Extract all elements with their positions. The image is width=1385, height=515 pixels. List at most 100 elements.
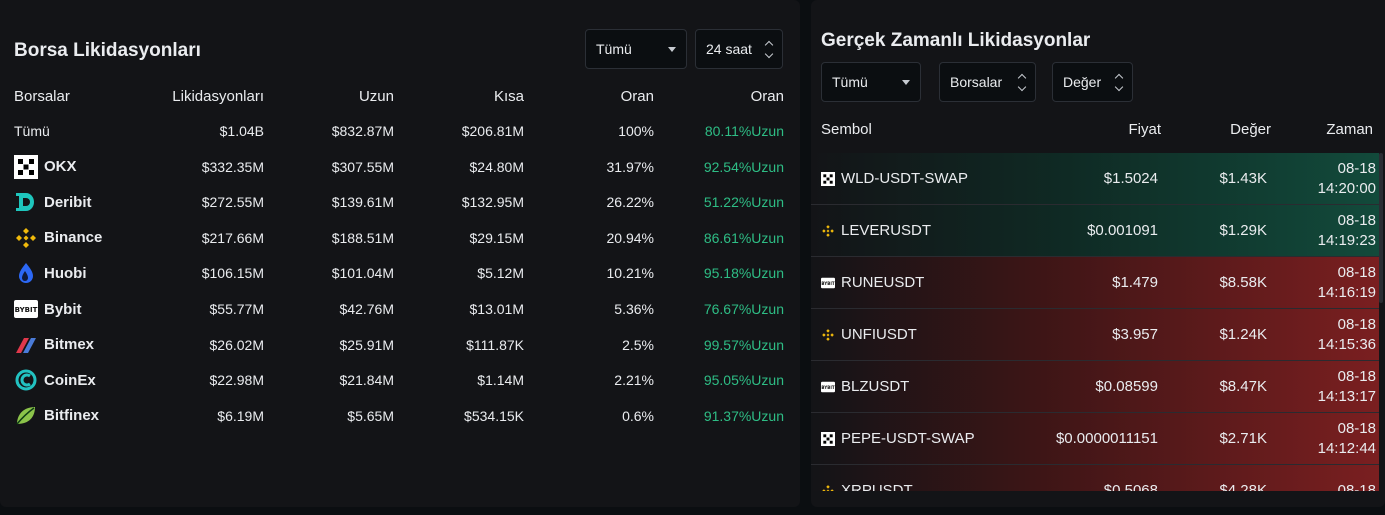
short-cell: $132.95M xyxy=(461,194,524,211)
okx-icon xyxy=(821,171,835,186)
liquidations-cell: $6.19M xyxy=(217,407,264,424)
filter-all-label: Tümü xyxy=(832,74,868,90)
long-ratio-cell: 99.57%Uzun xyxy=(703,336,784,353)
long-ratio-cell: 92.54%Uzun xyxy=(703,158,784,175)
price-cell: $0.5068 xyxy=(1103,482,1158,491)
exchange-cell: BYBIT Bybit xyxy=(14,297,134,321)
exchanges-label: Borsalar xyxy=(950,74,1003,90)
liquidations-cell: $272.55M xyxy=(201,194,264,211)
exchange-name: Huobi xyxy=(44,264,87,282)
long-cell: $42.76M xyxy=(339,301,394,317)
caret-down-icon xyxy=(902,79,910,85)
time-text: 14:15:36 xyxy=(1317,335,1376,353)
value-cell: $8.58K xyxy=(1219,274,1267,291)
long-cell: $101.04M xyxy=(331,265,394,282)
exchange-name: Bybit xyxy=(44,300,82,318)
liquidation-row[interactable]: BYBIT RUNEUSDT $1.479 $8.58K 08-18 14:16:1… xyxy=(811,257,1379,309)
ratio-cell: 31.97% xyxy=(606,158,654,175)
header-price: Fiyat xyxy=(1128,120,1161,138)
exchange-cell: Bitmex xyxy=(14,333,134,357)
exchange-cell: Huobi xyxy=(14,261,134,285)
header-exchanges: Borsalar xyxy=(14,87,70,105)
filter-all-label: Tümü xyxy=(596,41,632,57)
table-header: Sembol Fiyat Değer Zaman xyxy=(821,112,1373,146)
liquidations-cell: $22.98M xyxy=(209,372,264,389)
symbol-cell: LEVERUSDT xyxy=(821,222,1021,239)
price-cell: $1.5024 xyxy=(1103,170,1158,187)
caret-down-icon xyxy=(668,46,676,52)
long-cell: $139.61M xyxy=(331,194,394,211)
ratio-cell: 2.5% xyxy=(622,336,654,353)
value-select[interactable]: Değer xyxy=(1052,62,1133,102)
symbol-cell: BYBIT BLZUSDT xyxy=(821,378,1021,395)
header-short: Kısa xyxy=(493,87,524,105)
liquidation-row[interactable]: WLD-USDT-SWAP $1.5024 $1.43K 08-18 14:20:… xyxy=(811,153,1379,205)
binance-icon xyxy=(821,484,835,491)
filter-all-dropdown[interactable]: Tümü xyxy=(585,29,687,69)
long-cell: $25.91M xyxy=(339,336,394,353)
bybit-icon: BYBIT xyxy=(821,276,835,290)
liquidations-cell: $106.15M xyxy=(201,265,264,282)
binance-icon xyxy=(14,226,38,250)
table-row[interactable]: Binance $217.66M $188.51M $29.15M 20.94%… xyxy=(14,220,784,256)
long-ratio-cell: 86.61%Uzun xyxy=(703,229,784,246)
liquidation-feed[interactable]: WLD-USDT-SWAP $1.5024 $1.43K 08-18 14:20:… xyxy=(811,153,1379,491)
table-row[interactable]: Deribit $272.55M $139.61M $132.95M 26.22… xyxy=(14,184,784,220)
bitmex-icon xyxy=(14,333,38,357)
table-row[interactable]: BYBIT Bybit $55.77M $42.76M $13.01M 5.36%… xyxy=(14,291,784,327)
liquidation-row[interactable]: BYBIT BLZUSDT $0.08599 $8.47K 08-18 14:13:… xyxy=(811,361,1379,413)
table-row[interactable]: Bitfinex $6.19M $5.65M $534.15K 0.6% 91.… xyxy=(14,398,784,434)
long-ratio-cell: 76.67%Uzun xyxy=(703,301,784,317)
exchange-cell: OKX xyxy=(14,154,134,179)
binance-icon xyxy=(821,224,835,238)
table-row[interactable]: Huobi $106.15M $101.04M $5.12M 10.21% 95… xyxy=(14,255,784,291)
table-row[interactable]: CoinEx $22.98M $21.84M $1.14M 2.21% 95.0… xyxy=(14,362,784,398)
exchanges-select[interactable]: Borsalar xyxy=(939,62,1036,102)
ratio-cell: 2.21% xyxy=(614,372,654,389)
ratio-cell: 100% xyxy=(618,123,654,139)
exchange-name: Bitfinex xyxy=(44,407,100,425)
table-row[interactable]: OKX $332.35M $307.55M $24.80M 31.97% 92.… xyxy=(14,149,784,185)
liquidation-row[interactable]: PEPE-USDT-SWAP $0.0000011151 $2.71K 08-1… xyxy=(811,413,1379,465)
time-cell: 08-18 14:19:23 xyxy=(1267,211,1376,251)
value-cell: $1.24K xyxy=(1219,326,1267,343)
svg-text:BYBIT: BYBIT xyxy=(821,384,834,389)
symbol-cell: XRPUSDT xyxy=(821,482,1021,491)
short-cell: $206.81M xyxy=(461,123,524,139)
panel-title: Gerçek Zamanlı Likidasyonlar xyxy=(821,30,1091,51)
time-range-label: 24 saat xyxy=(706,41,752,57)
sort-updown-icon xyxy=(1114,72,1124,93)
time-cell: 08-18 14:16:19 xyxy=(1267,263,1376,303)
time-cell: 08-18 14:13:17 xyxy=(1267,367,1376,407)
panel-title: Borsa Likidasyonları xyxy=(14,40,201,61)
time-range-select[interactable]: 24 saat xyxy=(695,29,783,69)
ratio-cell: 5.36% xyxy=(614,301,654,317)
symbol-cell: WLD-USDT-SWAP xyxy=(821,170,1021,187)
liquidation-row[interactable]: XRPUSDT $0.5068 $4.28K 08-18 xyxy=(811,465,1379,491)
filter-all-dropdown[interactable]: Tümü xyxy=(821,62,921,102)
symbol-name: PEPE-USDT-SWAP xyxy=(841,430,975,447)
liquidation-row[interactable]: LEVERUSDT $0.001091 $1.29K 08-18 14:19:23 xyxy=(811,205,1379,257)
ratio-cell: 20.94% xyxy=(606,229,654,246)
date-text: 08-18 xyxy=(1337,211,1376,229)
liquidation-row[interactable]: UNFIUSDT $3.957 $1.24K 08-18 14:15:36 xyxy=(811,309,1379,361)
long-cell: $307.55M xyxy=(331,158,394,175)
exchange-name: Bitmex xyxy=(44,336,95,354)
ratio-cell: 26.22% xyxy=(606,194,654,211)
table-row[interactable]: Bitmex $26.02M $25.91M $111.87K 2.5% 99.… xyxy=(14,327,784,363)
liquidations-cell: $332.35M xyxy=(201,158,264,175)
scrollbar[interactable] xyxy=(1379,153,1383,303)
time-cell: 08-18 14:15:36 xyxy=(1267,315,1376,355)
date-text: 08-18 xyxy=(1337,315,1376,333)
symbol-cell: PEPE-USDT-SWAP xyxy=(821,430,1021,447)
table-row[interactable]: Tümü $1.04B $832.87M $206.81M 100% 80.11… xyxy=(14,113,784,149)
date-text: 08-18 xyxy=(1337,263,1376,281)
sort-updown-icon xyxy=(764,39,774,60)
symbol-name: WLD-USDT-SWAP xyxy=(841,170,968,187)
long-cell: $832.87M xyxy=(331,123,394,139)
price-cell: $3.957 xyxy=(1112,326,1158,343)
long-ratio-cell: 95.05%Uzun xyxy=(703,372,784,389)
ratio-cell: 10.21% xyxy=(606,265,654,282)
svg-text:BYBIT: BYBIT xyxy=(15,306,38,314)
bybit-icon: BYBIT xyxy=(821,380,835,394)
